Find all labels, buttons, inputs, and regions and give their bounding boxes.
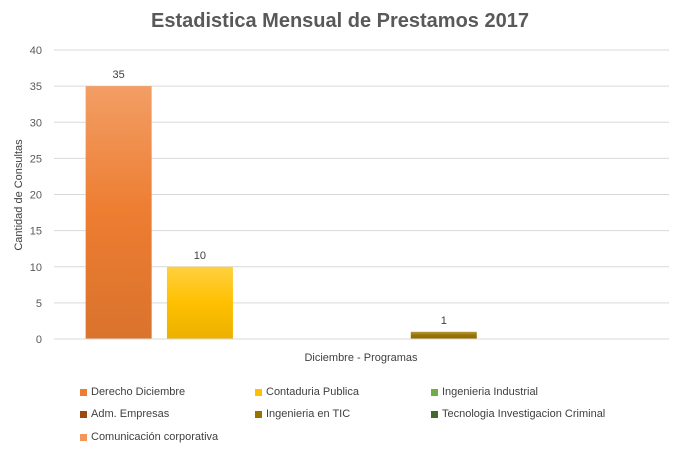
bar-0: [85, 86, 152, 339]
y-tick-label: 15: [30, 226, 42, 238]
y-tick-label: 0: [36, 334, 42, 346]
y-tick-label: 10: [30, 262, 42, 274]
data-labels: 35 10 1: [113, 69, 447, 327]
bars: [85, 86, 477, 339]
y-tick-label: 20: [30, 190, 42, 202]
y-axis-ticks: 0 5 10 15 20 25 30 35 40: [30, 45, 42, 346]
y-axis-label: Cantidad de Consultas: [13, 139, 25, 251]
data-label-0: 35: [113, 69, 125, 81]
data-label-4: 1: [441, 315, 447, 327]
bar-4: [410, 331, 477, 339]
chart-title: Estadistica Mensual de Prestamos 2017: [151, 10, 529, 32]
bar-1: [166, 266, 233, 339]
y-tick-label: 5: [36, 298, 42, 310]
y-tick-label: 30: [30, 117, 42, 129]
x-axis-label: Diciembre - Programas: [304, 352, 418, 364]
gridlines: [54, 49, 669, 340]
y-tick-label: 40: [30, 45, 42, 57]
y-tick-label: 35: [30, 81, 42, 93]
data-label-1: 10: [194, 250, 206, 262]
y-tick-label: 25: [30, 153, 42, 165]
